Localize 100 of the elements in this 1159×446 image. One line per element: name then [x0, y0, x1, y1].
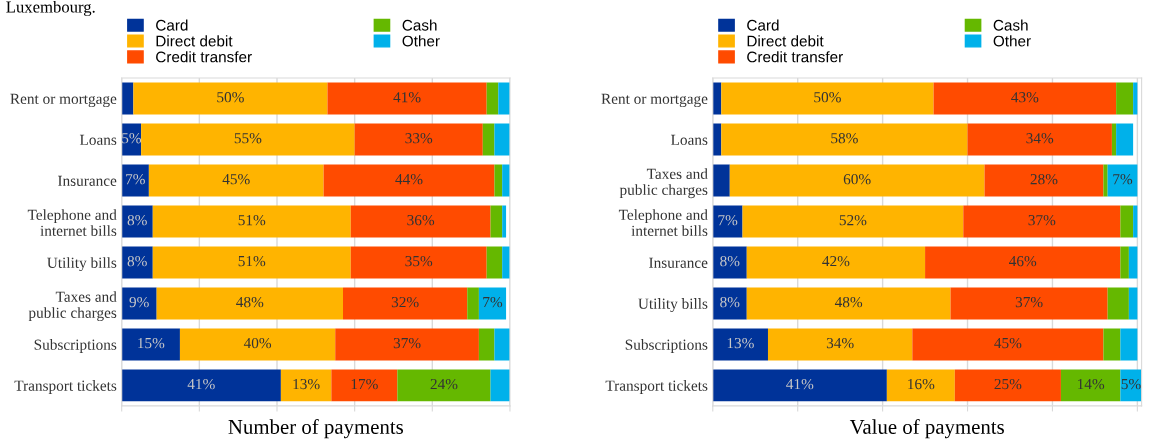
data-label: 8% [720, 255, 740, 267]
data-label: 42% [822, 255, 850, 267]
data-label: 34% [1026, 133, 1054, 144]
bar [967, 123, 1112, 156]
legend-label: Credit transfer [156, 51, 252, 63]
bar [350, 246, 487, 279]
y-tick-label: Loans [79, 134, 117, 145]
bar [490, 205, 503, 238]
data-label: 7% [1113, 174, 1133, 185]
bar [152, 246, 351, 279]
bar [767, 328, 913, 361]
bar [397, 369, 491, 402]
y-tick-label: Utility bills [638, 298, 708, 313]
bar [1133, 82, 1138, 115]
data-label: 43% [1011, 92, 1039, 103]
bar [984, 164, 1104, 197]
bar [133, 82, 328, 115]
legend-label: Card [156, 19, 188, 31]
data-label: 8% [720, 296, 740, 308]
bar [886, 369, 955, 402]
bar [354, 123, 483, 156]
bar [494, 328, 510, 361]
data-label: 55% [234, 133, 262, 144]
data-label: 52% [839, 214, 867, 226]
data-label: 51% [238, 255, 266, 267]
bar [490, 369, 510, 402]
bar [486, 82, 499, 115]
data-label: 37% [393, 337, 421, 349]
data-label: 7% [718, 214, 738, 226]
bar [141, 123, 355, 156]
data-label: 45% [994, 337, 1022, 349]
bar [729, 164, 985, 197]
y-tick-label: Subscriptions [34, 339, 117, 353]
data-label: 9% [129, 296, 149, 308]
bar [712, 123, 722, 156]
bar [1111, 123, 1117, 156]
data-label: 50% [217, 92, 244, 103]
data-label: 5% [122, 133, 142, 144]
legend-label: Cash [993, 19, 1028, 31]
y-tick-label: Insurance [58, 175, 117, 186]
bar [712, 328, 768, 361]
bar [502, 246, 510, 279]
data-label: 37% [1015, 296, 1043, 308]
y-tick-label: Utility bills [47, 257, 117, 272]
bar [1133, 205, 1138, 238]
legend-label: Card [747, 19, 779, 31]
y-tick-label: Taxes and public charges [28, 291, 117, 322]
bar [467, 287, 479, 320]
bar [721, 82, 934, 115]
bar [152, 205, 351, 238]
bar [712, 287, 747, 320]
bar [121, 287, 157, 320]
data-label: 41% [393, 92, 421, 103]
data-label: 41% [786, 378, 814, 390]
data-label: 13% [293, 378, 320, 390]
bar [156, 287, 344, 320]
data-label: 48% [834, 296, 863, 308]
y-tick-label: Taxes and public charges [619, 168, 708, 199]
y-tick-label: Rent or mortgage [10, 93, 117, 108]
bar [343, 287, 468, 320]
bar [148, 164, 324, 197]
bar [912, 328, 1104, 361]
data-label: 46% [1009, 255, 1037, 267]
y-tick-label: Transport tickets [605, 380, 708, 394]
bar [925, 246, 1121, 279]
bar [121, 246, 153, 279]
bar [1103, 164, 1108, 197]
bar [494, 164, 503, 197]
bar [746, 246, 926, 279]
data-label: 36% [407, 214, 435, 226]
data-label: 17% [351, 378, 378, 390]
data-label: 7% [126, 174, 145, 185]
x-axis-title: Value of payments [849, 419, 1004, 439]
bar [350, 205, 491, 238]
bar [1060, 369, 1121, 402]
bar [502, 205, 507, 238]
data-label: 24% [430, 378, 458, 390]
y-tick-label: Rent or mortgage [601, 93, 708, 108]
legend-label: Credit transfer [747, 51, 843, 63]
bar [478, 287, 507, 320]
data-label: 16% [908, 378, 935, 390]
bar [712, 82, 722, 115]
bar [494, 123, 510, 156]
data-label: 60% [843, 174, 871, 185]
legend-label: Other [993, 35, 1031, 47]
legend-label: Cash [402, 19, 437, 31]
data-label: 25% [994, 378, 1022, 390]
data-label: 32% [391, 296, 419, 308]
data-label: 45% [222, 174, 250, 185]
bar [1103, 328, 1121, 361]
bar [327, 82, 487, 115]
bar [1107, 287, 1129, 320]
x-axis-title: Number of payments [228, 419, 404, 439]
y-tick-label: Insurance [649, 257, 708, 268]
legend-label: Direct debit [156, 35, 233, 47]
data-label: 5% [1121, 378, 1141, 390]
y-tick-label: Loans [671, 134, 708, 145]
bar [712, 205, 743, 238]
bar [121, 82, 134, 115]
data-label: 34% [826, 337, 854, 349]
